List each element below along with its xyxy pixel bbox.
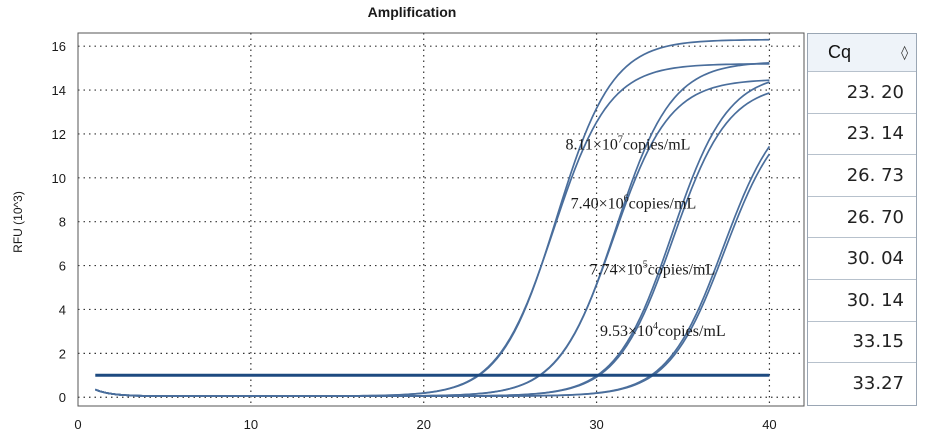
y-tick-label: 10	[52, 171, 66, 186]
concentration-exponent: 5	[643, 259, 648, 270]
concentration-unit: copies/mL	[629, 196, 697, 213]
cq-value[interactable]: 23. 20	[808, 72, 916, 114]
cq-value[interactable]: 26. 73	[808, 155, 916, 197]
concentration-unit: copies/mL	[658, 323, 726, 340]
cq-value[interactable]: 30. 04	[808, 238, 916, 280]
cq-value[interactable]: 26. 70	[808, 197, 916, 239]
y-tick-label: 14	[52, 83, 66, 98]
concentration-mantissa: 7.40	[571, 196, 599, 213]
cq-value[interactable]: 23. 14	[808, 114, 916, 156]
concentration-label: 7.40×106copies/mL	[571, 194, 697, 213]
y-tick-label: 8	[59, 215, 66, 230]
x-tick-label: 40	[762, 417, 776, 432]
concentration-unit: copies/mL	[623, 136, 691, 153]
amplification-curve-5	[94, 81, 770, 397]
cq-header-label: Cq	[828, 42, 852, 62]
x-tick-label: 0	[74, 417, 81, 432]
y-tick-label: 4	[59, 302, 66, 317]
cq-table: Cq ◊ 23. 20 23. 14 26. 73 26. 70 30. 04 30. 1…	[807, 33, 917, 406]
concentration-labels: 8.11×107copies/mL7.40×106copies/mL7.74×1…	[565, 134, 725, 340]
concentration-exponent: 7	[618, 134, 623, 145]
amplification-curve-4	[94, 79, 770, 397]
concentration-label: 8.11×107copies/mL	[565, 134, 690, 153]
x-tick-label: 30	[589, 417, 603, 432]
x-tick-label: 10	[244, 417, 258, 432]
cq-rows: 23. 20 23. 14 26. 73 26. 70 30. 04 30. 14 33.1…	[808, 72, 916, 405]
axis-ticks: 0 10 20 30 40 0 2 4 6 8 10 12 14 16	[52, 39, 777, 432]
y-tick-label: 16	[52, 39, 66, 54]
times-symbol: ×10	[599, 196, 624, 213]
chart-title: Amplification	[368, 4, 457, 20]
concentration-mantissa: 9.53	[600, 323, 628, 340]
cq-value[interactable]: 33.15	[808, 322, 916, 364]
concentration-unit: copies/mL	[648, 261, 716, 278]
amplification-curve-2	[94, 63, 770, 397]
amplification-curve-1	[94, 38, 770, 397]
sort-diamond-icon[interactable]: ◊	[901, 44, 908, 61]
concentration-exponent: 4	[653, 321, 658, 332]
amplification-curves	[94, 38, 771, 397]
times-symbol: ×10	[618, 261, 643, 278]
amplification-curve-8	[94, 153, 771, 397]
x-tick-label: 20	[416, 417, 430, 432]
y-axis-label: RFU (10^3)	[11, 191, 25, 253]
y-tick-label: 2	[59, 346, 66, 361]
amplification-curve-3	[94, 62, 770, 397]
y-tick-label: 6	[59, 259, 66, 274]
concentration-label: 9.53×104copies/mL	[600, 321, 726, 340]
plot-frame	[77, 32, 805, 407]
cq-column-header[interactable]: Cq ◊	[808, 34, 916, 72]
times-symbol: ×10	[628, 323, 653, 340]
y-tick-label: 0	[59, 390, 66, 405]
concentration-label: 7.74×105copies/mL	[590, 259, 716, 278]
times-symbol: ×10	[593, 136, 618, 153]
cq-value[interactable]: 30. 14	[808, 280, 916, 322]
concentration-mantissa: 7.74	[590, 261, 618, 278]
concentration-mantissa: 8.11	[565, 136, 592, 153]
y-tick-label: 12	[52, 127, 66, 142]
grid	[78, 33, 804, 406]
cq-value[interactable]: 33.27	[852, 373, 904, 395]
concentration-exponent: 6	[624, 194, 629, 205]
